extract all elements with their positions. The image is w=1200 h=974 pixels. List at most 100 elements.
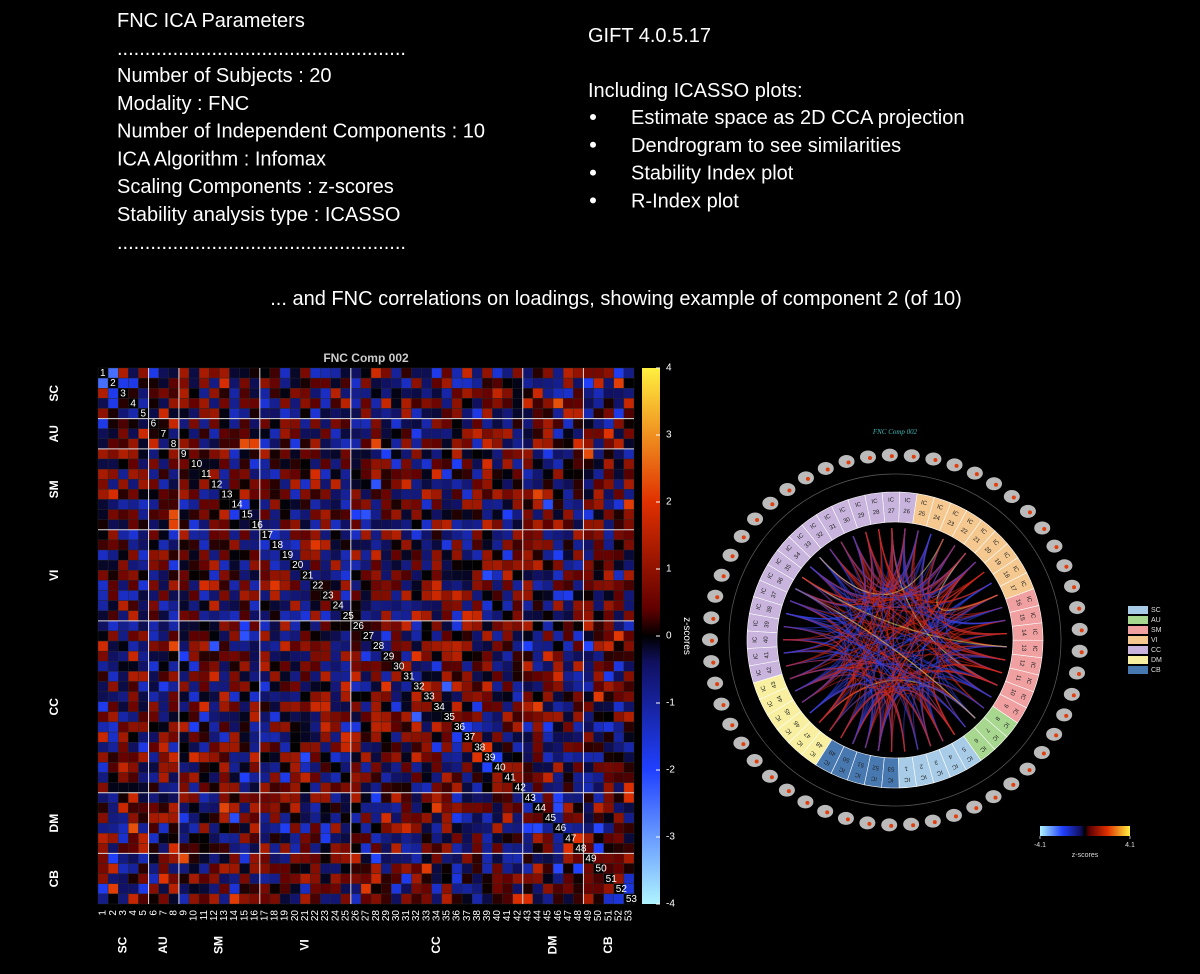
- chord: [783, 650, 966, 728]
- matrix-cell: [532, 408, 544, 419]
- x-tick-label: 51: [603, 910, 614, 922]
- matrix-cell: [300, 590, 311, 601]
- matrix-cell: [269, 873, 281, 884]
- matrix-cell: [198, 772, 210, 783]
- matrix-cell: [552, 610, 564, 622]
- network-label: DM: [47, 814, 61, 833]
- matrix-cell: [441, 590, 453, 601]
- matrix-cell: [148, 772, 159, 783]
- matrix-cell: [158, 853, 169, 864]
- matrix-cell: [441, 893, 453, 905]
- matrix-cell: [289, 600, 301, 611]
- separator: ........................................…: [117, 232, 406, 254]
- matrix-cell: [289, 883, 301, 895]
- matrix-cell: [249, 671, 261, 682]
- matrix-cell: [441, 580, 453, 591]
- matrix-cell: [209, 802, 220, 814]
- x-tick-label: 29: [381, 910, 392, 922]
- matrix-cell: [259, 661, 271, 672]
- matrix-cell: [502, 418, 513, 429]
- matrix-cell: [360, 873, 372, 884]
- matrix-cell: [360, 671, 372, 682]
- matrix-cell: [482, 812, 493, 824]
- matrix-cell: [613, 489, 625, 500]
- matrix-cell: [370, 741, 382, 753]
- matrix-cell: [583, 519, 594, 531]
- matrix-cell: [310, 640, 321, 652]
- matrix-cell: [148, 650, 159, 662]
- matrix-cell: [613, 731, 625, 743]
- matrix-cell: [471, 833, 483, 844]
- matrix-cell: [229, 833, 240, 844]
- matrix-cell: [269, 772, 281, 783]
- matrix-cell: [330, 377, 341, 389]
- matrix-cell: [239, 671, 250, 682]
- matrix-cell: [138, 377, 149, 389]
- matrix-cell: [552, 671, 564, 682]
- matrix-cell: [188, 640, 200, 652]
- matrix-cell: [279, 509, 291, 520]
- matrix-cell: [471, 499, 483, 510]
- matrix-cell: [97, 681, 109, 692]
- matrix-cell: [97, 721, 109, 733]
- matrix-cell: [310, 701, 321, 713]
- matrix-cell: [138, 873, 149, 884]
- matrix-cell: [118, 863, 129, 874]
- matrix-cell: [542, 448, 554, 460]
- matrix-cell: [128, 812, 139, 824]
- matrix-cell: [451, 479, 463, 490]
- matrix-cell: [188, 762, 200, 773]
- matrix-cell: [512, 671, 523, 682]
- matrix-cell: [380, 721, 392, 733]
- matrix-cell: [148, 640, 159, 652]
- matrix-cell: [471, 661, 483, 672]
- brain-thumbnail: [859, 450, 876, 464]
- matrix-cell: [593, 883, 604, 895]
- x-tick-label: 15: [239, 910, 250, 922]
- matrix-cell: [380, 883, 392, 895]
- matrix-cell: [229, 388, 240, 399]
- matrix-cell: [603, 671, 614, 682]
- matrix-cell: [107, 529, 119, 541]
- matrix-cell: [239, 620, 250, 632]
- matrix-cell: [168, 822, 180, 834]
- matrix-cell: [593, 377, 604, 389]
- matrix-cell: [492, 549, 503, 561]
- matrix-cell: [289, 620, 301, 632]
- matrix-cell: [300, 782, 311, 793]
- matrix-cell: [289, 721, 301, 733]
- matrix-cell: [178, 398, 190, 409]
- matrix-cell: [542, 418, 554, 429]
- matrix-cell: [411, 388, 422, 399]
- matrix-cell: [421, 448, 432, 460]
- matrix-cell: [289, 408, 301, 419]
- ring-number: 24: [932, 514, 941, 522]
- matrix-cell: [552, 893, 564, 905]
- matrix-cell: [431, 570, 443, 581]
- matrix-cell: [279, 721, 291, 733]
- matrix-cell: [340, 812, 352, 824]
- matrix-cell: [259, 620, 271, 632]
- matrix-cell: [310, 590, 321, 601]
- matrix-cell: [138, 458, 149, 470]
- matrix-cell: [279, 822, 291, 834]
- matrix-cell: [128, 620, 139, 632]
- matrix-cell: [583, 863, 594, 874]
- matrix-cell: [360, 448, 372, 460]
- matrix-cell: [289, 812, 301, 824]
- matrix-cell: [340, 782, 352, 793]
- matrix-cell: [380, 762, 392, 773]
- matrix-cell: [603, 711, 614, 723]
- matrix-cell: [330, 620, 341, 632]
- matrix-cell: [401, 529, 412, 541]
- chord: [829, 548, 932, 747]
- matrix-cell: [603, 519, 614, 531]
- matrix-cell: [118, 792, 129, 804]
- matrix-cell: [209, 630, 220, 642]
- matrix-cell: [279, 559, 291, 571]
- matrix-cell: [188, 731, 200, 743]
- matrix-cell: [563, 701, 574, 713]
- matrix-cell: [370, 408, 382, 419]
- matrix-cell: [300, 843, 311, 854]
- matrix-cell: [330, 479, 341, 490]
